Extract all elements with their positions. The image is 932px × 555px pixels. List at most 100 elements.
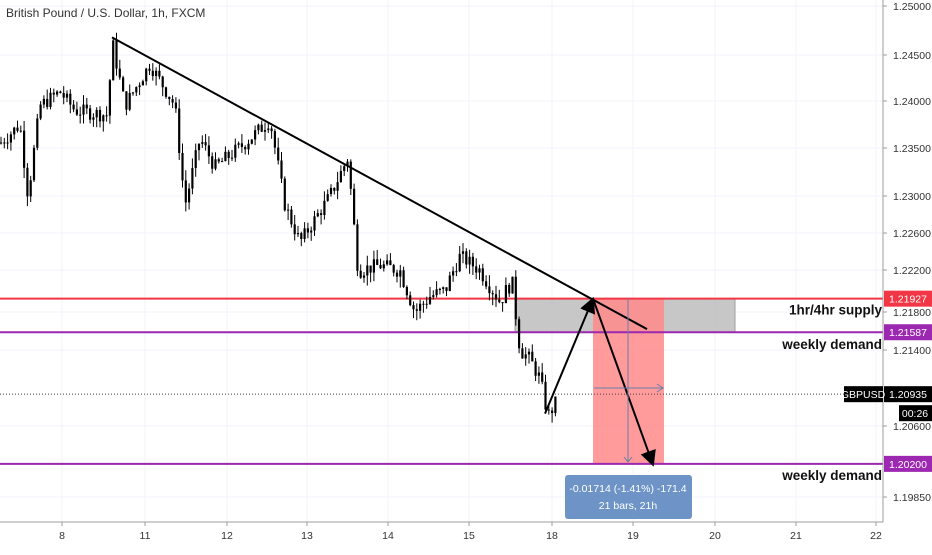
candle [141, 79, 144, 86]
candle [293, 214, 296, 241]
candle [349, 159, 352, 195]
candle [498, 289, 501, 304]
candle-body [290, 209, 293, 225]
candle-body [204, 142, 207, 146]
candle [303, 222, 306, 243]
candle [521, 343, 524, 359]
candle [131, 91, 135, 96]
measure-label-line2: 21 bars, 21h [599, 500, 658, 512]
candle [409, 291, 412, 307]
candle-body [508, 284, 511, 294]
y-tick-label: 1.22600 [893, 228, 931, 240]
candle-body [382, 264, 385, 269]
candle [372, 250, 375, 282]
y-tick-label: 1.21800 [893, 307, 931, 319]
candle [419, 299, 422, 319]
candle-body [62, 93, 65, 98]
candle [541, 363, 544, 385]
candle-body [89, 108, 92, 120]
candle [227, 149, 230, 165]
trendline [111, 36, 648, 330]
candle-body [343, 166, 346, 171]
candle-body [527, 351, 531, 355]
candle-body [214, 159, 217, 169]
candle [75, 101, 78, 116]
candle [458, 246, 461, 273]
price-tag-bg [884, 290, 932, 307]
candle-body [386, 260, 389, 265]
candle [468, 249, 471, 274]
y-tick-label: 1.25000 [893, 1, 931, 13]
candle-body [56, 91, 59, 95]
candle-body [42, 98, 45, 105]
x-tick-label: 22 [870, 530, 882, 542]
candle [254, 125, 257, 146]
candle [270, 126, 273, 139]
candle [260, 120, 263, 133]
candle [442, 286, 445, 294]
candle-body [554, 396, 557, 414]
candle [504, 277, 507, 304]
candle [336, 171, 339, 200]
candle [191, 158, 194, 195]
candle-body [69, 93, 72, 105]
candle-body [36, 118, 39, 148]
candle [359, 264, 362, 279]
candle-body [475, 266, 478, 273]
candle [511, 276, 514, 294]
candle-body [3, 142, 6, 144]
candle [237, 141, 240, 149]
candle [250, 139, 253, 145]
candle [432, 290, 435, 300]
time-axis[interactable]: 8 11 12 13 14 15 18 19 20 21 22 [59, 522, 882, 542]
candle [178, 99, 181, 160]
zones [0, 297, 883, 465]
price-tag-label: 1.20200 [889, 459, 927, 471]
candle-body [547, 409, 550, 411]
candle [488, 275, 491, 301]
candle-body [13, 127, 16, 135]
candle-body [105, 115, 108, 117]
candle-body [310, 230, 313, 233]
candle [69, 89, 72, 114]
price-axis[interactable]: 1.25000 1.24500 1.24000 1.23500 1.23000 1.226… [883, 1, 931, 504]
candle [59, 90, 62, 94]
candle [9, 131, 12, 151]
y-tick-label: 1.24500 [893, 50, 931, 62]
candle [300, 231, 303, 247]
candle-body [171, 99, 174, 103]
candle-body [356, 224, 359, 271]
candle [230, 149, 234, 162]
zone-label: weekly demand [781, 337, 882, 352]
candle-body [389, 260, 392, 266]
candle [382, 260, 385, 272]
candle-body [379, 264, 382, 269]
candle-body [422, 303, 425, 305]
candle [445, 287, 448, 297]
arrow-up [544, 296, 595, 415]
candle-body [541, 372, 544, 382]
candle-body [65, 93, 69, 98]
candle-body [395, 272, 399, 277]
candle [296, 225, 300, 238]
candle-body [415, 309, 418, 311]
candle [6, 133, 9, 150]
candle [158, 64, 161, 80]
candle [72, 100, 75, 113]
candle-body [336, 182, 339, 191]
candle [174, 97, 177, 113]
candle [105, 106, 108, 122]
candle [49, 87, 52, 110]
candle-body [471, 256, 474, 267]
candle [534, 357, 537, 382]
candle [415, 303, 418, 321]
candle-body [9, 134, 12, 143]
candle-body [237, 143, 240, 145]
candle-body [405, 286, 408, 296]
candle [0, 136, 3, 145]
candle-body [333, 187, 336, 191]
candle-body [188, 188, 191, 203]
candle [92, 113, 95, 127]
candle-body [230, 157, 234, 159]
candle-body [168, 96, 171, 100]
